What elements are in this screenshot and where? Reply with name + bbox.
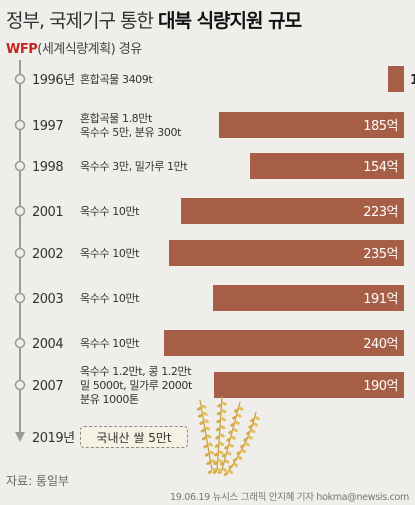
year-label: 1998 [32, 160, 63, 175]
item-description: 옥수수 5만, 분유 300t [80, 126, 182, 139]
bar [219, 112, 404, 138]
item-description: 혼합곡물 1.8만t [80, 112, 153, 125]
year-label: 1996년 [32, 73, 75, 88]
year-label: 2007 [32, 379, 63, 394]
subtitle-rest: (세계식량계획) 경유 [37, 42, 142, 57]
timeline-dot [14, 73, 26, 85]
title-part1: 정부, 국제기구 통한 [6, 10, 158, 32]
item-description: 옥수수 1.2만t, 콩 1.2만t [80, 365, 192, 378]
data-label: 16억원 [410, 73, 415, 88]
item-description: 분유 1000톤 [80, 393, 139, 406]
bar [388, 66, 404, 92]
item-description: 옥수수 10만t [80, 205, 140, 218]
item-description: 옥수수 10만t [80, 337, 140, 350]
title-part2: 대북 식량지원 규모 [158, 10, 302, 32]
year-label: 1997 [32, 119, 63, 134]
data-label: 190억 [363, 379, 398, 394]
data-label: 240억 [363, 337, 398, 352]
timeline-dot [14, 119, 26, 131]
year-label: 2001 [32, 205, 63, 220]
item-description: 밀 5000t, 밀가루 2000t [80, 379, 193, 392]
timeline-dot [14, 247, 26, 259]
data-label: 154억 [363, 160, 398, 175]
bar [213, 285, 404, 311]
year-label: 2002 [32, 247, 63, 262]
final-year-label: 2019년 [32, 431, 75, 446]
chart-title: 정부, 국제기구 통한 대북 식량지원 규모 [6, 6, 302, 33]
item-description: 옥수수 10만t [80, 247, 140, 260]
bar [169, 240, 404, 266]
timeline-dot [14, 337, 26, 349]
item-description: 옥수수 10만t [80, 292, 140, 305]
data-label: 185억 [363, 119, 398, 134]
timeline-dot [14, 205, 26, 217]
credit-line: 19.06.19 뉴시스 그래픽 안지혜 기자 hokma@newsis.com [170, 492, 409, 503]
data-label: 223억 [363, 205, 398, 220]
timeline-arrow [15, 432, 25, 442]
bar [250, 153, 404, 179]
year-label: 2004 [32, 337, 63, 352]
rice-stalk-icon [196, 395, 260, 476]
data-label: 235억 [363, 247, 398, 262]
year-label: 2003 [32, 292, 63, 307]
item-description: 혼합곡물 3409t [80, 73, 153, 86]
timeline-dot [14, 292, 26, 304]
subtitle-wfp: WFP [6, 42, 38, 57]
data-label: 191억 [363, 292, 398, 307]
bar [181, 198, 404, 224]
timeline-dot [14, 160, 26, 172]
bar [214, 372, 404, 398]
chart-subtitle: WFP(세계식량계획) 경유 [6, 38, 142, 57]
item-description: 옥수수 3만, 밀가루 1만t [80, 160, 188, 173]
bar [164, 330, 404, 356]
final-note: 국내산 쌀 5만t [80, 426, 188, 448]
timeline-dot [14, 379, 26, 391]
source-note: 자료: 통일부 [6, 474, 70, 488]
